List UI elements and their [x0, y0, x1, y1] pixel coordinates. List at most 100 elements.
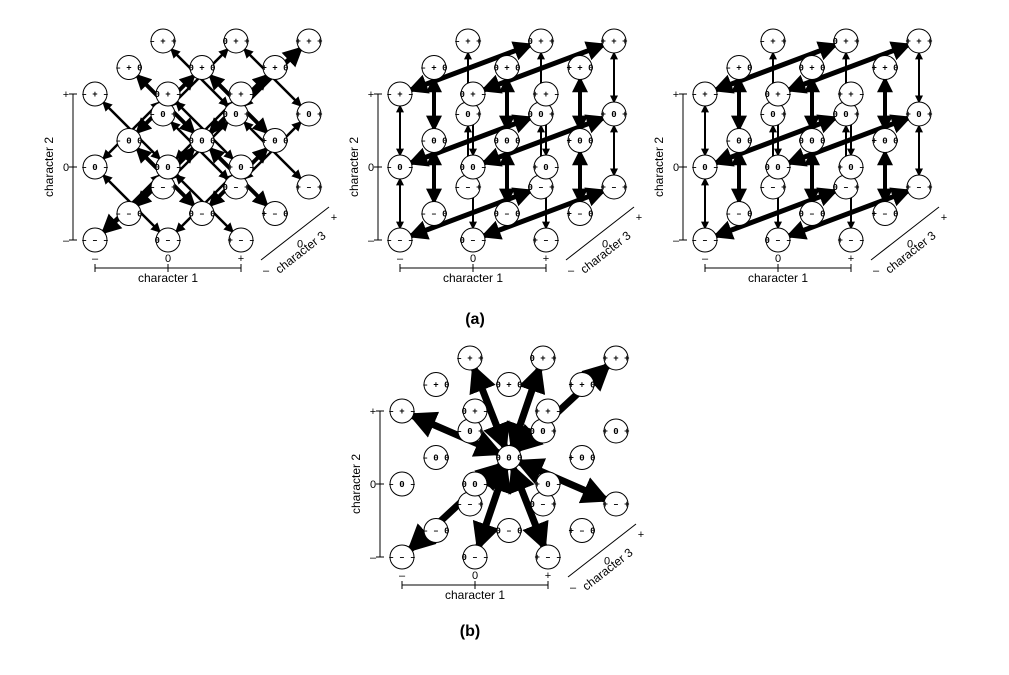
node-label: – 0 –	[386, 163, 413, 173]
node-label: – + –	[691, 90, 718, 100]
node-group: – – + 0 – + + – + – 0 + 0 0 + + 0 + – + + 0 + +…	[81, 28, 323, 253]
node-pm0: + – 0	[261, 200, 289, 226]
node-label: 0 0 0	[188, 136, 215, 146]
node-label: – 0 0	[420, 136, 447, 146]
node-p00: + 0 0	[568, 444, 596, 470]
node-label: 0 0 +	[222, 110, 249, 120]
node-label: – – +	[149, 183, 176, 193]
node-label: 0 0 –	[461, 480, 488, 490]
x-axis-title: character 1	[443, 271, 503, 285]
edge-group	[701, 41, 923, 240]
node-label: – + +	[759, 37, 786, 47]
x-tick-label: +	[238, 253, 244, 265]
node-label: – + 0	[422, 380, 449, 390]
node-label: – 0 +	[456, 427, 483, 437]
node-0mm: 0 – –	[461, 544, 489, 570]
node-label: – + –	[388, 407, 415, 417]
y-tick-label: –	[368, 235, 375, 247]
node-label: + 0 –	[227, 163, 254, 173]
node-label: + – +	[602, 500, 629, 510]
node-label: 0 – +	[832, 183, 859, 193]
node-label: – 0 –	[691, 163, 718, 173]
edge-arrow	[506, 364, 546, 452]
node-p00: + 0 0	[871, 127, 899, 153]
node-label: 0 + +	[529, 354, 556, 364]
node-0pm: 0 + –	[764, 81, 792, 107]
node-label: + 0 0	[871, 136, 898, 146]
node-0m0: 0 – 0	[798, 200, 826, 226]
node-mpm: – + –	[388, 398, 416, 424]
node-label: 0 0 0	[798, 136, 825, 146]
node-label: 0 – 0	[798, 209, 825, 219]
node-label: + 0 +	[600, 110, 627, 120]
panel-a1: –0 +character 1–0+character 2–0+character…	[42, 28, 337, 285]
node-pmm: + – –	[837, 227, 865, 253]
x-axis-title: character 1	[445, 588, 505, 602]
panel-label-a: (a)	[465, 311, 485, 328]
edge-arrow	[785, 114, 912, 167]
node-label: 0 + –	[459, 90, 486, 100]
node-label: + – +	[905, 183, 932, 193]
node-label: 0 – 0	[495, 526, 522, 536]
node-0pp: 0 + +	[527, 28, 555, 54]
node-label: + + –	[532, 90, 559, 100]
node-label: – – +	[759, 183, 786, 193]
node-label: + + –	[837, 90, 864, 100]
node-ppp: + + +	[295, 28, 323, 54]
node-label: + + +	[600, 37, 627, 47]
node-label: – + 0	[725, 63, 752, 73]
node-pmp: + – +	[905, 174, 933, 200]
node-label: 0 0 +	[529, 427, 556, 437]
node-label: – – 0	[422, 526, 449, 536]
y-tick-label: 0	[63, 162, 69, 174]
node-label: 0 – +	[527, 183, 554, 193]
node-label: 0 + +	[222, 37, 249, 47]
node-label: + + 0	[261, 63, 288, 73]
node-label: – + –	[81, 90, 108, 100]
node-0p0: 0 + 0	[798, 54, 826, 80]
node-label: + – 0	[871, 209, 898, 219]
node-label: 0 – –	[461, 553, 488, 563]
node-mpp: – + +	[149, 28, 177, 54]
node-pmp: + – +	[600, 174, 628, 200]
node-group: – – + 0 – + + – + – 0 + 0 0 + + 0 + – + + 0 + +…	[388, 345, 630, 570]
z-tick-label: +	[331, 212, 337, 224]
y-tick-label: 0	[370, 479, 376, 491]
node-ppm: + + –	[534, 398, 562, 424]
z-tick-label: 0	[297, 238, 303, 250]
y-tick-label: 0	[368, 162, 374, 174]
node-0p0: 0 + 0	[188, 54, 216, 80]
z-tick-label: –	[263, 265, 270, 277]
node-0p0: 0 + 0	[495, 371, 523, 397]
node-00m: 0 0 –	[459, 154, 487, 180]
node-label: + 0 +	[905, 110, 932, 120]
node-label: + 0 –	[534, 480, 561, 490]
node-label: 0 – +	[222, 183, 249, 193]
node-mmm: – – –	[81, 227, 109, 253]
node-p0p: + 0 +	[905, 101, 933, 127]
node-label: + + 0	[566, 63, 593, 73]
x-axis-title: character 1	[138, 271, 198, 285]
y-tick-label: +	[368, 89, 374, 101]
node-m00: – 0 0	[420, 127, 448, 153]
node-label: – 0 +	[759, 110, 786, 120]
edge-arrow	[508, 463, 549, 552]
node-pmm: + – –	[532, 227, 560, 253]
node-0pm: 0 + –	[461, 398, 489, 424]
node-0m0: 0 – 0	[495, 517, 523, 543]
node-mp0: – + 0	[115, 54, 143, 80]
x-tick-label: 0	[472, 570, 478, 582]
node-000: 0 0 0	[188, 127, 216, 153]
y-axis-title: character 2	[349, 454, 363, 514]
node-label: 0 – –	[764, 236, 791, 246]
node-label: – 0 +	[454, 110, 481, 120]
panel-label-b: (b)	[460, 623, 480, 640]
node-label: 0 0 +	[527, 110, 554, 120]
y-tick-label: –	[370, 552, 377, 564]
node-pp0: + + 0	[261, 54, 289, 80]
edge-arrow	[469, 363, 510, 452]
node-label: + – +	[600, 183, 627, 193]
node-label: – 0 –	[388, 480, 415, 490]
node-label: + + 0	[568, 380, 595, 390]
